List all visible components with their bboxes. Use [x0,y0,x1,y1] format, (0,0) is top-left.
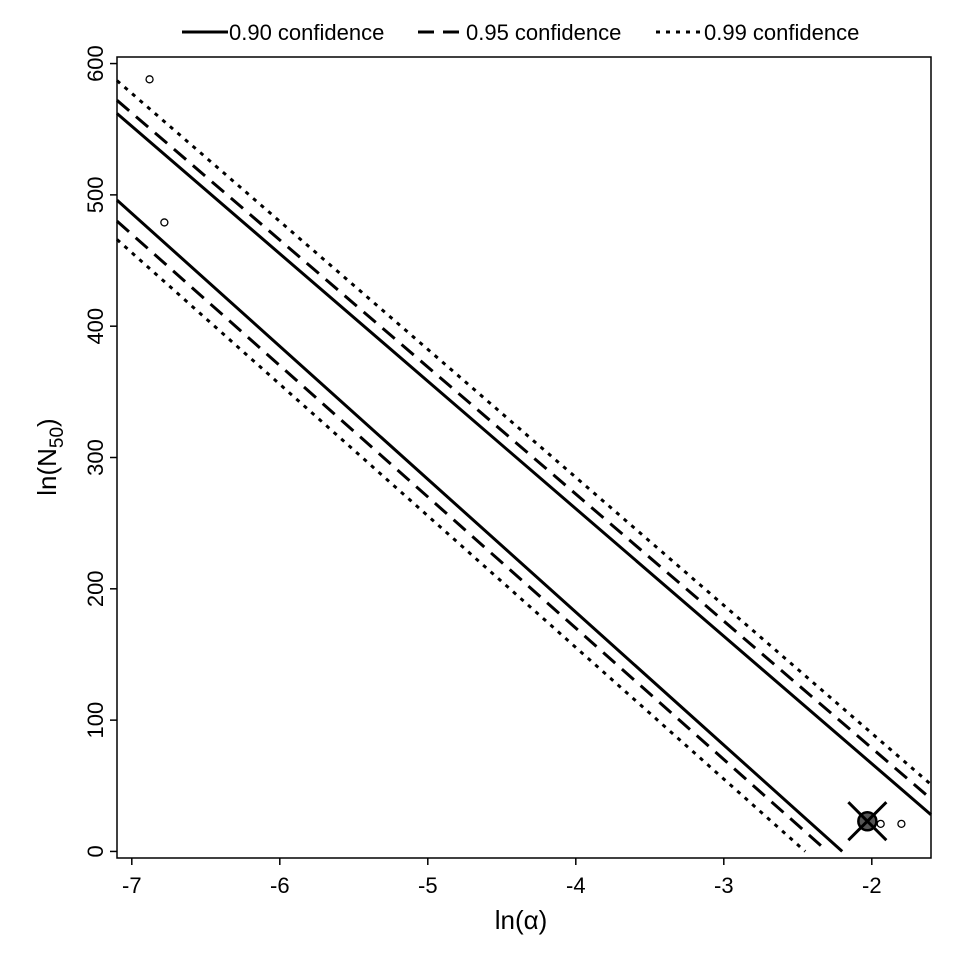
y-axis-title: ln(N50) [32,418,68,495]
x-tick-label: -7 [122,873,142,898]
series-3-line-lower [116,238,807,853]
series-1-line-lower [115,198,844,853]
y-axis: 0 100 200 300 400 500 600 [83,45,117,858]
y-tick-label: 0 [83,845,108,857]
x-axis-title: ln(α) [495,905,548,935]
legend-label-099: 0.99 confidence [704,20,859,45]
y-tick-label: 200 [83,570,108,607]
y-tick-label: 300 [83,439,108,476]
legend-label-095: 0.95 confidence [466,20,621,45]
y-axis-title-subscript: 50 [47,427,68,448]
plot-lines [115,79,932,853]
x-axis: -7 -6 -5 -4 -3 -2 [122,858,882,898]
series-1-line-upper [116,112,932,816]
x-tick-label: -4 [566,873,586,898]
series-2-line-lower [116,219,829,853]
data-point-1 [145,75,154,84]
legend-label-090: 0.90 confidence [229,20,384,45]
y-axis-title-main: ln(N [32,448,62,496]
y-tick-label: 600 [83,45,108,82]
x-tick-label: -2 [862,873,882,898]
legend: 0.90 confidence 0.95 confidence 0.99 con… [182,20,859,45]
y-tick-label: 500 [83,177,108,214]
data-point-4 [897,819,906,829]
data-point-3 [876,819,885,829]
x-tick-label: -5 [418,873,438,898]
data-point-2 [160,218,169,227]
series-2-line-upper [116,99,932,801]
estimate-cross-b [847,801,888,842]
x-tick-label: -6 [270,873,290,898]
y-axis-title-close: ) [32,418,62,427]
plot-frame [116,56,932,859]
y-tick-label: 400 [83,308,108,345]
estimate-marker [847,801,888,842]
x-tick-label: -3 [714,873,734,898]
y-tick-label: 100 [83,702,108,739]
